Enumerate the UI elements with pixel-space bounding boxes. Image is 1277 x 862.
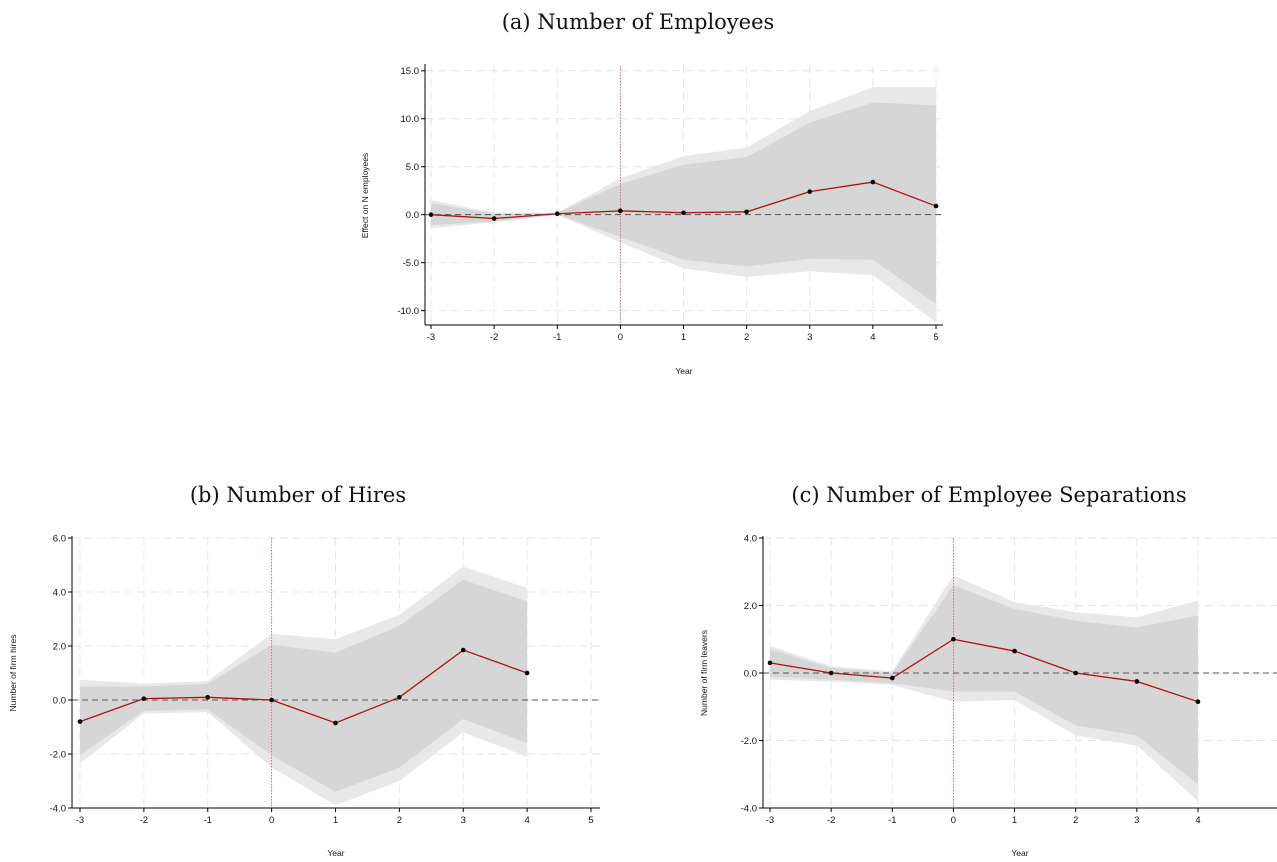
estimate-point [828, 670, 834, 676]
estimate-point [491, 216, 497, 221]
estimate-point [1195, 699, 1201, 704]
y-tick-label: 0.0 [53, 695, 66, 706]
y-tick-label: 10.0 [401, 114, 420, 125]
y-tick-label: -4.0 [50, 803, 66, 814]
estimate-point [870, 179, 876, 185]
estimate-line [79, 649, 528, 724]
x-tick-label: -3 [427, 332, 435, 343]
x-tick-label: 0 [269, 815, 274, 826]
estimate-point [554, 211, 560, 217]
x-tick-label: 3 [807, 332, 812, 343]
estimate-point [333, 720, 338, 726]
y-tick-label: 2.0 [744, 601, 757, 612]
y-tick-label: 4.0 [744, 533, 757, 544]
x-tick-label: -2 [827, 815, 835, 826]
x-tick-label: -2 [140, 815, 148, 826]
x-tick-label: 3 [1134, 815, 1139, 826]
ci-band-inner [770, 585, 1198, 785]
estimate-point [767, 660, 773, 666]
y-tick-label: 5.0 [406, 162, 419, 173]
estimate-point [428, 212, 434, 217]
x-tick-label: 4 [1195, 815, 1200, 826]
y-tick-label: 2.0 [53, 641, 66, 652]
y-tick-label: -2.0 [741, 736, 757, 747]
x-tick-label: -3 [76, 815, 84, 826]
x-tick-label: 2 [397, 815, 402, 826]
x-tick-label: -2 [490, 332, 498, 343]
x-tick-label: 5 [933, 332, 938, 343]
y-tick-label: 0.0 [406, 210, 419, 221]
caption-panel-a: (a) Number of Employees [501, 10, 775, 34]
estimate-point [141, 696, 147, 701]
y-tick-label: 6.0 [53, 533, 66, 544]
y-axis-title: Effect on N employees [360, 153, 370, 238]
estimate-point [269, 697, 274, 703]
y-tick-label: 15.0 [401, 66, 420, 77]
x-tick-label: 0 [951, 815, 956, 826]
x-tick-label: 4 [870, 332, 875, 343]
caption-panel-c: (c) Number of Employee Separations [791, 483, 1187, 507]
x-tick-label: 1 [333, 815, 338, 826]
y-tick-label: -10.0 [397, 306, 419, 317]
estimate-point [524, 670, 530, 676]
estimate-point [807, 189, 813, 194]
estimate-point [681, 210, 686, 216]
estimate-point [889, 675, 895, 681]
y-tick-label: -4.0 [741, 803, 757, 814]
x-tick-label: 0 [618, 332, 623, 343]
estimate-point [77, 719, 83, 724]
x-axis-title: Year [675, 366, 692, 376]
x-tick-label: 5 [588, 815, 593, 826]
ci-band-inner [431, 102, 936, 304]
estimate-point [618, 208, 623, 214]
estimate-line [769, 638, 1199, 703]
y-tick-label: -5.0 [403, 258, 419, 269]
x-tick-label: 2 [1073, 815, 1078, 826]
y-tick-label: -2.0 [50, 749, 66, 760]
y-tick-label: 0.0 [744, 668, 757, 679]
y-axis-title: Number of firm leavers [699, 630, 709, 716]
x-tick-label: 3 [461, 815, 466, 826]
x-axis-title: Year [1011, 848, 1028, 858]
x-tick-label: 2 [744, 332, 749, 343]
estimate-point [460, 647, 466, 653]
x-tick-label: 4 [524, 815, 529, 826]
ci-band-inner [80, 579, 528, 792]
caption-panel-b: (b) Number of Hires [189, 483, 407, 507]
estimate-point [1134, 679, 1140, 684]
x-tick-label: -1 [888, 815, 896, 826]
x-tick-label: 1 [1012, 815, 1017, 826]
x-tick-label: 1 [681, 332, 686, 343]
x-tick-label: -1 [204, 815, 212, 826]
estimate-point [933, 203, 939, 209]
x-tick-label: -1 [553, 332, 561, 343]
estimate-point [397, 695, 402, 700]
y-tick-label: 4.0 [53, 587, 66, 598]
estimate-point [1012, 648, 1017, 654]
estimate-point [744, 209, 749, 215]
x-tick-label: -3 [766, 815, 774, 826]
y-axis-title: Number of firm hires [8, 635, 18, 712]
estimate-point [951, 636, 956, 642]
x-axis-title: Year [327, 848, 344, 858]
estimate-point [205, 695, 211, 700]
estimate-point [1073, 670, 1078, 676]
